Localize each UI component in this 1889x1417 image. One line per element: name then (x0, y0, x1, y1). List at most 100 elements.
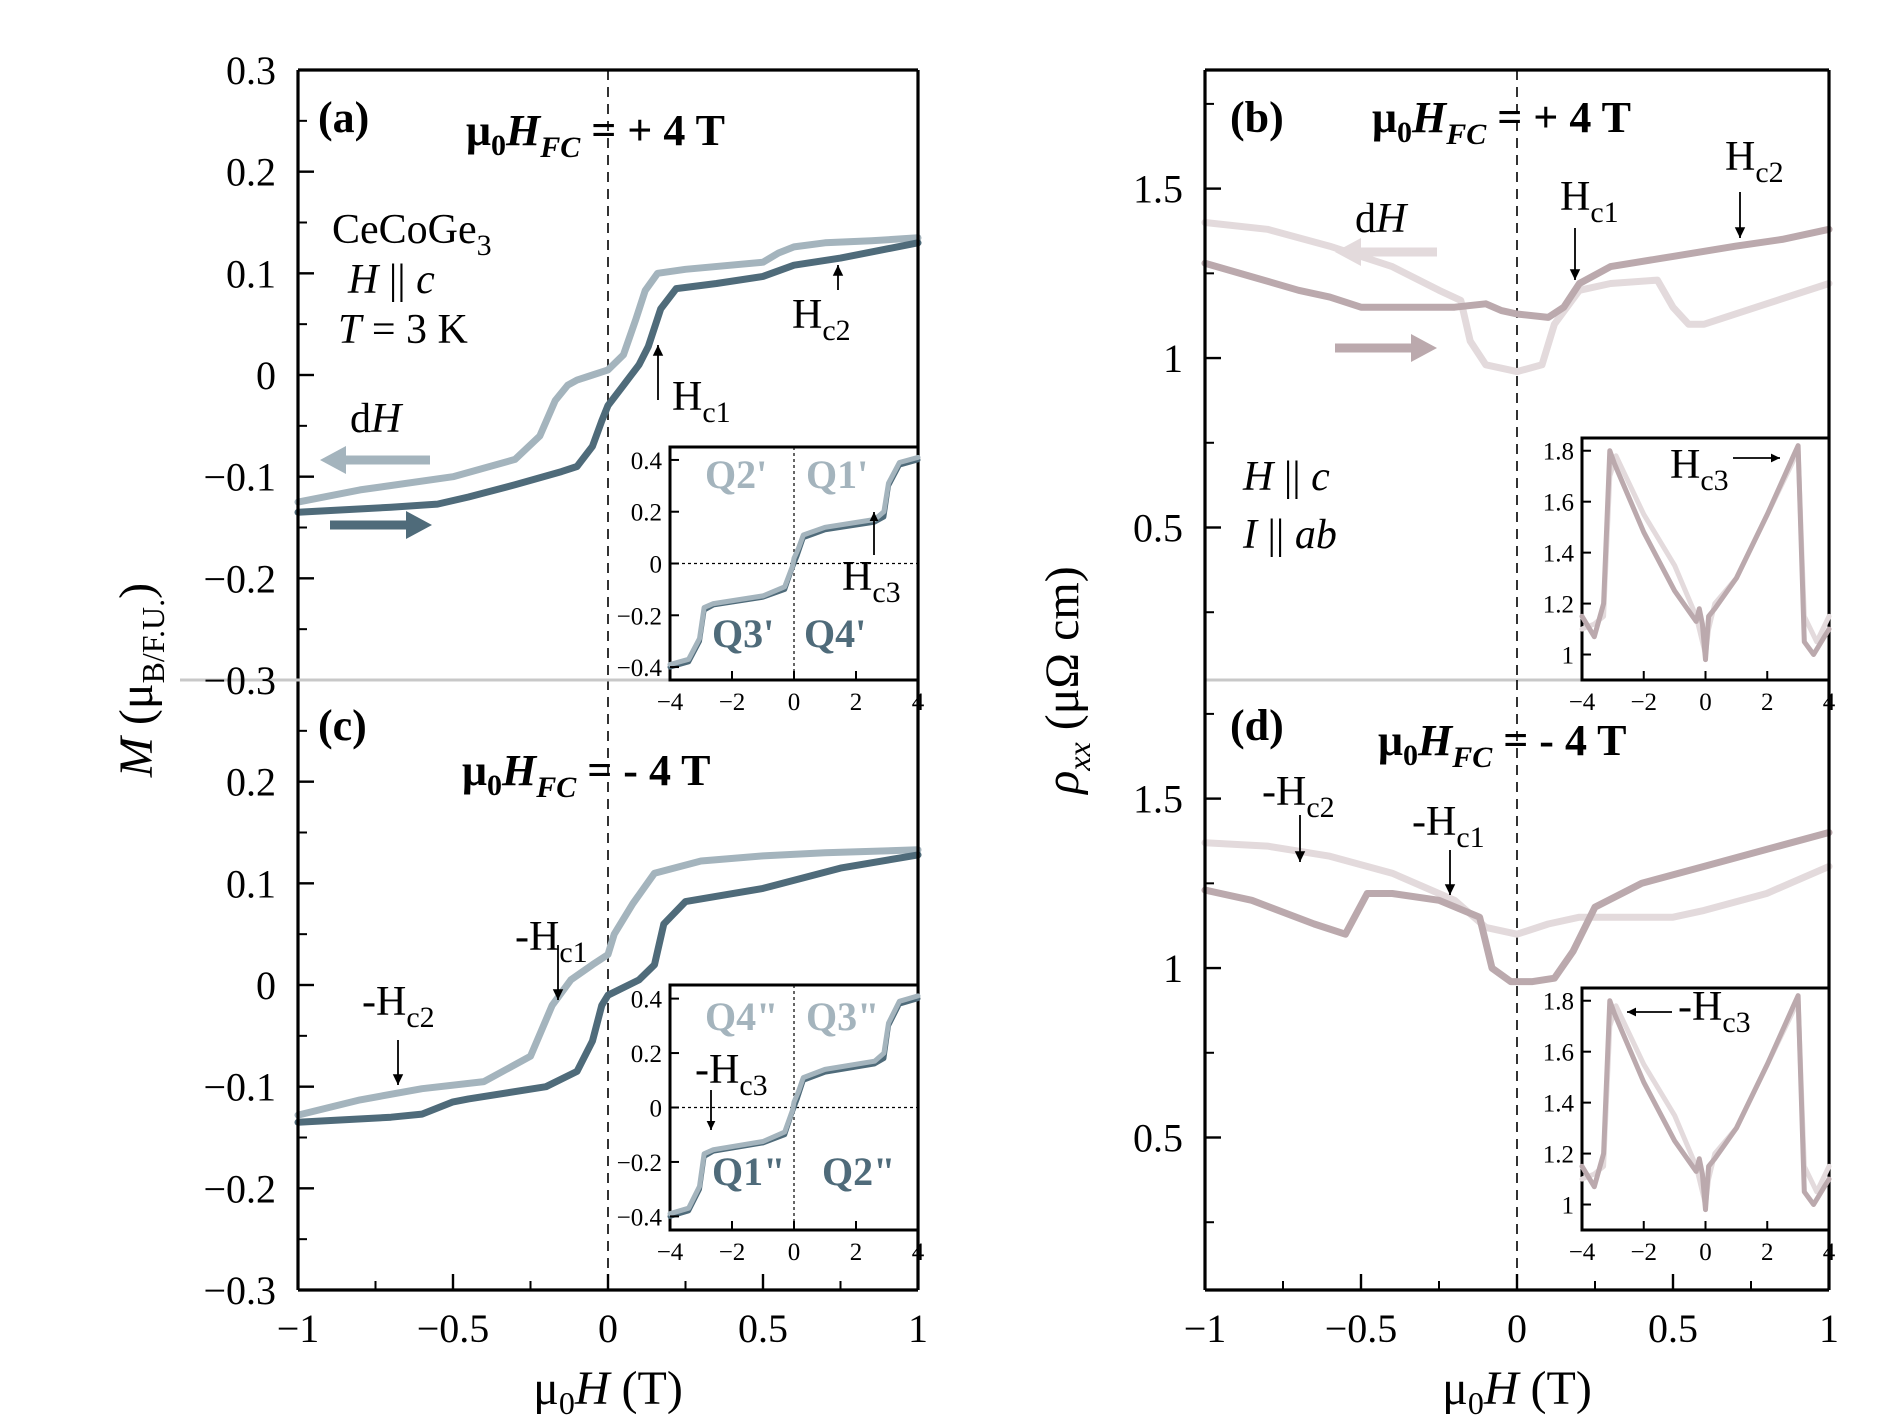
xtick-label-c: 0 (598, 1306, 618, 1351)
field-direction-label: H || c (347, 257, 435, 303)
xtick-label-d: −0.5 (1325, 1306, 1398, 1351)
panel-label-a: (a) (318, 93, 369, 142)
quadrant-label-c-0: Q4" (705, 994, 778, 1039)
ytick-label-a: −0.2 (203, 556, 276, 601)
inset-series-a-1 (667, 454, 921, 667)
material-label: CeCoGe3 (332, 207, 492, 262)
series-a-1 (294, 239, 922, 516)
inset-a (667, 445, 921, 682)
hc2-arrow-b-head (1734, 227, 1746, 238)
hc1-label-c: -Hc1 (515, 914, 588, 969)
xtick-label-d: 0.5 (1648, 1306, 1698, 1351)
hfc-label-c: μ0HFC = - 4 T (462, 746, 711, 804)
inset-ytick-label-c: −0.2 (617, 1150, 662, 1177)
ytick-label-c: −0.2 (203, 1166, 276, 1211)
ytick-label-a: −0.3 (203, 658, 276, 703)
series-d-1 (1201, 829, 1833, 986)
hfc-label-d: μ0HFC = - 4 T (1378, 716, 1627, 774)
hc3-arrow-a-head (869, 512, 879, 522)
inset-xtick-label-c: 0 (788, 1239, 801, 1266)
current-direction-label-b: I || ab (1242, 512, 1337, 558)
inset-ytick-label-b: 1.8 (1543, 439, 1574, 466)
hc3-label-b: Hc3 (1670, 442, 1729, 497)
dH-label-a: dH (350, 396, 404, 442)
inset-ytick-label-d: 1.4 (1543, 1091, 1575, 1118)
inset-xtick-label-d: −2 (1630, 1239, 1657, 1266)
inset-xtick-label-b: 2 (1761, 689, 1774, 716)
inset-ytick-label-b: 1.4 (1543, 541, 1575, 568)
inset-b (1579, 436, 1832, 682)
inset-xtick-label-b: −4 (1569, 689, 1596, 716)
quadrant-label-c-3: Q2" (822, 1149, 895, 1194)
inset-xtick-label-c: −4 (657, 1239, 684, 1266)
inset-ytick-label-d: 1 (1562, 1193, 1575, 1220)
inset-ytick-label-c: −0.4 (617, 1204, 663, 1231)
inset-series-d-1 (1579, 993, 1832, 1213)
hc2-arrow-c-head (392, 1074, 404, 1085)
hc1-label-a: Hc1 (672, 374, 731, 429)
ytick-label-c: 0.1 (226, 861, 276, 906)
xlabel-left: μ0H (T) (533, 1362, 683, 1417)
quadrant-label-a-1: Q1' (806, 452, 868, 497)
quadrant-label-a-2: Q3' (712, 611, 774, 656)
hc3-arrow-c-head (706, 1120, 716, 1130)
inset-ytick-label-a: −0.4 (617, 655, 663, 682)
hc2-label-a: Hc2 (792, 292, 851, 347)
sweep-up-arrow-b-head (1411, 334, 1437, 362)
field-direction-label-b: H || c (1242, 454, 1330, 500)
quadrant-label-c-1: Q3" (806, 994, 879, 1039)
ytick-label-a: 0.2 (226, 150, 276, 195)
xlabel-right: μ0H (T) (1442, 1362, 1592, 1417)
hfc-label-b: μ0HFC = + 4 T (1372, 93, 1631, 151)
series-b-1 (1201, 225, 1833, 321)
inset-xtick-label-b: 0 (1699, 689, 1712, 716)
inset-ytick-label-a: 0.2 (631, 500, 662, 527)
ylabel-right: ρxx (μΩ cm) (1036, 566, 1097, 795)
quadrant-label-c-2: Q1" (712, 1149, 785, 1194)
hc2-label-d: -Hc2 (1262, 769, 1335, 824)
inset-ytick-label-c: 0.4 (631, 987, 663, 1014)
series-c-1 (294, 851, 922, 1126)
xtick-label-c: 1 (908, 1306, 928, 1351)
inset-xtick-label-a: −2 (719, 689, 746, 716)
inset-xtick-label-c: −2 (719, 1239, 746, 1266)
plot-layer (180, 68, 1833, 1292)
hc1-arrow-c-head (552, 989, 564, 1000)
panel-label-b: (b) (1230, 93, 1284, 142)
inset-ytick-label-d: 1.6 (1543, 1040, 1574, 1067)
text-layer: −0.3 −0.2 −0.1 0 0.1 0.2 0.3 −0.3 −0.2 −0.1 0 0.1 0.… (110, 48, 1839, 1417)
hc3-label-c: -Hc3 (695, 1047, 768, 1102)
sweep-down-arrow-b-head (1335, 238, 1361, 266)
xtick-label-c: −0.5 (417, 1306, 490, 1351)
hc2-arrow-a-head (832, 265, 844, 276)
inset-xtick-label-a: 2 (850, 689, 863, 716)
hc1-label-d: -Hc1 (1412, 799, 1485, 854)
inset-ytick-label-b: 1.6 (1543, 490, 1574, 517)
panel-label-c: (c) (318, 701, 367, 750)
ytick-label-d: 0.5 (1133, 1116, 1183, 1161)
ytick-label-b: 0.5 (1133, 506, 1183, 551)
hc3-label-d: -Hc3 (1678, 984, 1751, 1039)
inset-ytick-label-d: 1.2 (1543, 1142, 1574, 1169)
hc1-label-b: Hc1 (1560, 174, 1619, 229)
ytick-label-a: 0.3 (226, 48, 276, 93)
inset-xtick-label-b: −2 (1630, 689, 1657, 716)
inset-xtick-label-d: 4 (1823, 1239, 1836, 1266)
xtick-label-d: 1 (1819, 1306, 1839, 1351)
inset-xtick-label-d: 0 (1699, 1239, 1712, 1266)
inset-ytick-label-a: 0 (650, 552, 663, 579)
dH-label-b: dH (1355, 196, 1409, 242)
inset-xtick-label-d: 2 (1761, 1239, 1774, 1266)
xtick-label-c: 0.5 (738, 1306, 788, 1351)
inset-ytick-label-b: 1 (1562, 643, 1575, 670)
sweep-down-arrow-a-head (320, 446, 346, 474)
ytick-label-c: −0.1 (203, 1065, 276, 1110)
series-c-0 (294, 846, 922, 1119)
inset-xtick-label-a: 0 (788, 689, 801, 716)
inset-xtick-label-a: 4 (912, 689, 925, 716)
hc2-label-c: -Hc2 (362, 979, 435, 1034)
inset-d (1579, 986, 1832, 1232)
inset-xtick-label-b: 4 (1823, 689, 1836, 716)
hc3-label-a: Hc3 (842, 554, 901, 609)
